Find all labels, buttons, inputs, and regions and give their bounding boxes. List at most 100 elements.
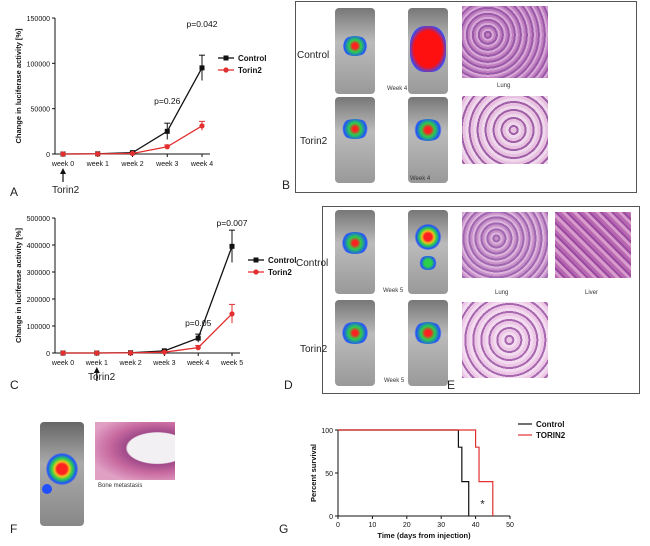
panel-d-caption-lung: Lung xyxy=(495,290,509,296)
data-point xyxy=(128,350,134,356)
x-tick-label: week 4 xyxy=(190,161,213,168)
histology-image xyxy=(555,212,631,278)
panel-label-c: C xyxy=(10,378,19,392)
legend-marker xyxy=(253,269,259,275)
panel-label-a: A xyxy=(10,185,19,199)
data-point xyxy=(195,335,201,341)
mouse-image xyxy=(335,8,375,94)
data-point xyxy=(94,350,100,356)
panel-d-row-torin: Torin2 xyxy=(300,344,328,355)
panel-label-e: E xyxy=(447,378,456,392)
panel-d-row-control: Control xyxy=(296,258,329,269)
data-point xyxy=(164,144,170,150)
x-tick-label: 20 xyxy=(403,522,411,529)
y-tick-label: 100000 xyxy=(27,324,50,331)
y-tick-label: 0 xyxy=(329,514,333,521)
mouse-image xyxy=(408,300,448,386)
x-tick-label: week 3 xyxy=(155,161,178,168)
data-point xyxy=(129,150,136,157)
y-tick-label: 200000 xyxy=(27,297,50,304)
panel-label-f: F xyxy=(10,522,18,536)
panel-f-caption: Bone metastasis xyxy=(98,483,143,489)
mouse-image xyxy=(40,422,84,526)
panel-d-week-top: Week 5 xyxy=(383,288,404,294)
histology-image xyxy=(462,302,548,378)
histology-image xyxy=(462,6,548,78)
x-tick-label: 30 xyxy=(437,522,445,529)
x-tick-label: week 1 xyxy=(86,161,109,168)
data-point xyxy=(229,243,235,249)
series-line xyxy=(63,246,233,354)
y-tick-label: 100000 xyxy=(27,61,50,68)
histology-image xyxy=(462,96,548,164)
y-tick-label: 500000 xyxy=(27,216,50,223)
panel-label-d: D xyxy=(284,378,293,392)
arrow-label-a: Torin2 xyxy=(52,185,80,196)
data-point xyxy=(199,65,205,71)
data-point xyxy=(199,123,205,129)
chart-g: 0 50 100 0 10 20 30 40 50 Time (days from injecti… xyxy=(309,420,566,540)
y-tick-label: 300000 xyxy=(27,270,50,277)
legend-label: Torin2 xyxy=(238,66,262,75)
y-tick-label: 50 xyxy=(325,471,333,478)
y-tick-label: 100 xyxy=(321,428,333,435)
histology-image xyxy=(95,422,175,480)
chart-a: 0 50000 100000 150000 week 0 week 1 week 2 week… xyxy=(14,16,266,182)
mouse-image xyxy=(408,97,448,183)
panel-b-week-bottom: Week 4 xyxy=(410,176,431,182)
panel-label-g: G xyxy=(279,522,289,536)
panel-d-week-bottom: Week 5 xyxy=(384,378,405,384)
data-point xyxy=(195,345,201,351)
panel-d-caption-liver: Liver xyxy=(585,290,599,296)
legend-marker xyxy=(223,67,229,73)
mouse-image xyxy=(335,300,375,386)
x-tick-label: week 4 xyxy=(186,360,209,367)
mouse-image xyxy=(408,8,448,94)
legend-label: TORIN2 xyxy=(536,431,566,440)
p-value-annotation: p=0.05 xyxy=(185,318,212,328)
y-tick-label: 0 xyxy=(46,152,50,159)
x-tick-label: 0 xyxy=(336,522,340,529)
x-tick-label: week 2 xyxy=(119,360,142,367)
x-tick-label: week 2 xyxy=(120,161,143,168)
series-line xyxy=(62,67,203,155)
panel-b-week-top: Week 4 xyxy=(387,86,408,92)
x-tick-label: week 1 xyxy=(85,360,108,367)
y-tick-label: 50000 xyxy=(31,107,51,114)
y-axis-label: Percent survival xyxy=(309,444,318,502)
data-point xyxy=(60,151,66,157)
data-point xyxy=(229,311,235,317)
panel-b-histo-caption: Lung xyxy=(497,83,511,89)
data-point xyxy=(161,349,167,355)
p-value-annotation: p=0.26 xyxy=(154,96,181,106)
arrow-head xyxy=(93,367,100,373)
p-value-annotation: p=0.007 xyxy=(217,218,248,228)
data-point xyxy=(164,128,170,134)
legend-marker xyxy=(223,55,229,61)
legend-marker xyxy=(253,257,259,263)
y-axis-label: Change in luciferase activity [%] xyxy=(14,227,23,343)
x-tick-label: week 5 xyxy=(220,360,243,367)
x-tick-label: week 3 xyxy=(152,360,175,367)
series-line xyxy=(63,313,233,354)
data-point xyxy=(95,151,101,157)
panel-label-b: B xyxy=(282,178,291,192)
y-tick-label: 150000 xyxy=(27,16,50,23)
legend-label: Torin2 xyxy=(268,268,292,277)
x-tick-label: week 0 xyxy=(51,360,74,367)
legend-label: Control xyxy=(536,420,564,429)
legend-label: Control xyxy=(268,256,296,265)
y-axis-label: Change in luciferase activity [%] xyxy=(14,28,23,144)
x-tick-label: 50 xyxy=(506,522,514,529)
survival-curve xyxy=(338,429,470,516)
x-tick-label: 10 xyxy=(369,522,377,529)
p-value-annotation: p=0.042 xyxy=(187,19,218,29)
arrow-label-c: Torin2 xyxy=(88,372,116,383)
mouse-image xyxy=(335,97,375,183)
x-tick-label: week 0 xyxy=(51,161,74,168)
chart-c: 0 100000 200000 300000 400000 500000 week 0 wee… xyxy=(14,216,296,381)
y-tick-label: 400000 xyxy=(27,243,50,250)
significance-annotation: * xyxy=(480,498,485,510)
x-tick-label: 40 xyxy=(472,522,480,529)
legend-label: Control xyxy=(238,54,266,63)
